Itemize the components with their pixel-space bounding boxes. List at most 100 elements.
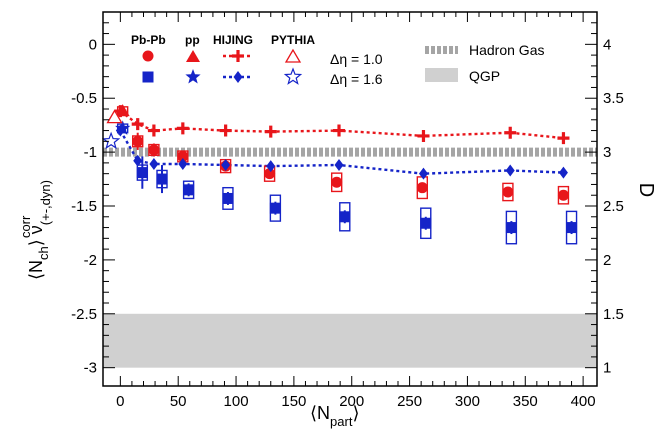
series-3-point [115, 120, 131, 135]
legend-row-deta-1: Δη = 1.0 [330, 51, 383, 67]
series-1-point [222, 192, 234, 204]
y-axis-title-main: ⟨N [26, 260, 46, 280]
series-5-point [115, 124, 125, 137]
series-4-point [176, 122, 189, 135]
y-axis-title: ⟨Nch⟩ ν(+-,dyn) corr [18, 180, 53, 280]
series-5-point [149, 157, 159, 170]
series-1-point [156, 173, 168, 185]
series-4-point [114, 105, 127, 118]
y-axis-right-title: D [635, 183, 657, 197]
series-4-point [264, 125, 277, 138]
x-tick-label: 150 [281, 393, 306, 410]
legend-col-hijing: HIJING [213, 33, 253, 47]
series-4-point [417, 129, 430, 142]
series-5-point [221, 159, 231, 172]
y-tick-label: -0.5 [71, 90, 97, 107]
series-1-point [505, 222, 517, 234]
reference-bands [103, 147, 597, 368]
x-tick-label: 350 [513, 393, 538, 410]
y-tick-label: -1 [84, 144, 97, 161]
series-1-point [136, 167, 148, 179]
series-0-point [331, 176, 343, 188]
series-5-point [558, 166, 568, 179]
x-tick-label: 200 [339, 393, 364, 410]
y-axis-title-sup: corr [18, 215, 33, 238]
legend-pp-2-marker [185, 69, 201, 84]
series-1-point [183, 184, 195, 196]
y-tick-label: -2.5 [71, 306, 97, 323]
svg-text:⟨Nch⟩ ν(+-,dyn)corr: ⟨Nch⟩ ν(+-,dyn) corr [18, 180, 53, 280]
series-4-point [147, 124, 160, 137]
legend-pythia-2-marker [283, 67, 303, 85]
series-1-point [566, 222, 578, 234]
series-4-point [504, 126, 517, 139]
series-0-point [502, 186, 514, 198]
x-tick-label: 400 [571, 393, 596, 410]
plot-frame [102, 11, 598, 387]
series-4-line [119, 110, 564, 140]
x-axis-ticks: 0 50 100 150 200 250 300 350 400 [116, 12, 596, 410]
y2-tick-label: 1 [603, 360, 611, 377]
series-0-point [148, 144, 160, 156]
x-tick-label: 0 [116, 393, 124, 410]
y2-tick-label: 2 [603, 252, 611, 269]
series-5-point [334, 159, 344, 172]
qgp-band [103, 313, 597, 368]
x-axis-title-main: ⟨N [310, 403, 330, 423]
series-5-point [133, 154, 143, 167]
legend-qgp-label: QGP [469, 68, 500, 84]
y-axis-left-ticks: 0 -0.5 -1 -1.5 -2 -2.5 -3 [71, 22, 115, 377]
series-5-point [266, 160, 276, 173]
x-axis-title-close: ⟩ [352, 403, 359, 423]
series-0-point [416, 182, 428, 194]
series-7-point [101, 131, 121, 150]
legend-hadron-gas-label: Hadron Gas [469, 42, 544, 58]
x-axis-title-sub: part [330, 414, 353, 429]
series-1-point [339, 211, 351, 223]
y-tick-label: -2 [84, 252, 97, 269]
y-axis-title-close: ⟩ ν [26, 225, 46, 246]
y-axis-title-sub: (+-,dyn) [38, 180, 53, 225]
y2-tick-label: 3 [603, 144, 611, 161]
legend-markers [142, 48, 303, 85]
legend-col-pythia: PYTHIA [271, 33, 315, 47]
model-lines [119, 110, 564, 175]
series-0-point [557, 189, 569, 201]
data-markers [101, 104, 578, 234]
series-0-point [132, 135, 144, 147]
series-5-line [119, 130, 564, 175]
series-4-point [219, 124, 232, 137]
x-tick-label: 300 [455, 393, 480, 410]
legend-row-deta-2: Δη = 1.6 [330, 71, 383, 87]
x-tick-label: 250 [397, 393, 422, 410]
legend-hijing-1-marker [232, 50, 244, 62]
legend-pp-1-marker [186, 50, 200, 62]
series-4-point [333, 124, 346, 137]
legend-pbpb-2-marker [142, 71, 154, 83]
legend: Pb-Pb pp HIJING PYTHIA [131, 33, 315, 47]
legend-hijing-2-marker [233, 71, 243, 83]
legend-pbpb-1-marker [142, 50, 154, 62]
y2-tick-label: 3.5 [603, 90, 624, 107]
series-4-point [557, 132, 570, 145]
series-5-point [505, 164, 515, 177]
y-tick-label: 0 [89, 36, 97, 53]
x-tick-label: 100 [224, 393, 249, 410]
y-tick-label: -3 [84, 360, 97, 377]
y2-tick-label: 2.5 [603, 198, 624, 215]
y-tick-label: -1.5 [71, 198, 97, 215]
legend-qgp-swatch [425, 68, 458, 82]
y-axis-title-ch: ch [36, 246, 51, 260]
x-axis-title: ⟨Npart⟩ [310, 403, 359, 429]
y2-tick-label: 4 [603, 36, 611, 53]
legend-pythia-1-marker [284, 48, 302, 63]
series-6-point [106, 109, 123, 124]
y2-tick-label: 1.5 [603, 306, 624, 323]
x-tick-label: 50 [170, 393, 187, 410]
series-0-point [177, 150, 189, 162]
series-5-point [178, 157, 188, 170]
y-axis-right-ticks: 4 3.5 3 2.5 2 1.5 1 [585, 22, 624, 377]
legend-col-pbpb: Pb-Pb [131, 33, 166, 47]
series-5-point [418, 167, 428, 180]
